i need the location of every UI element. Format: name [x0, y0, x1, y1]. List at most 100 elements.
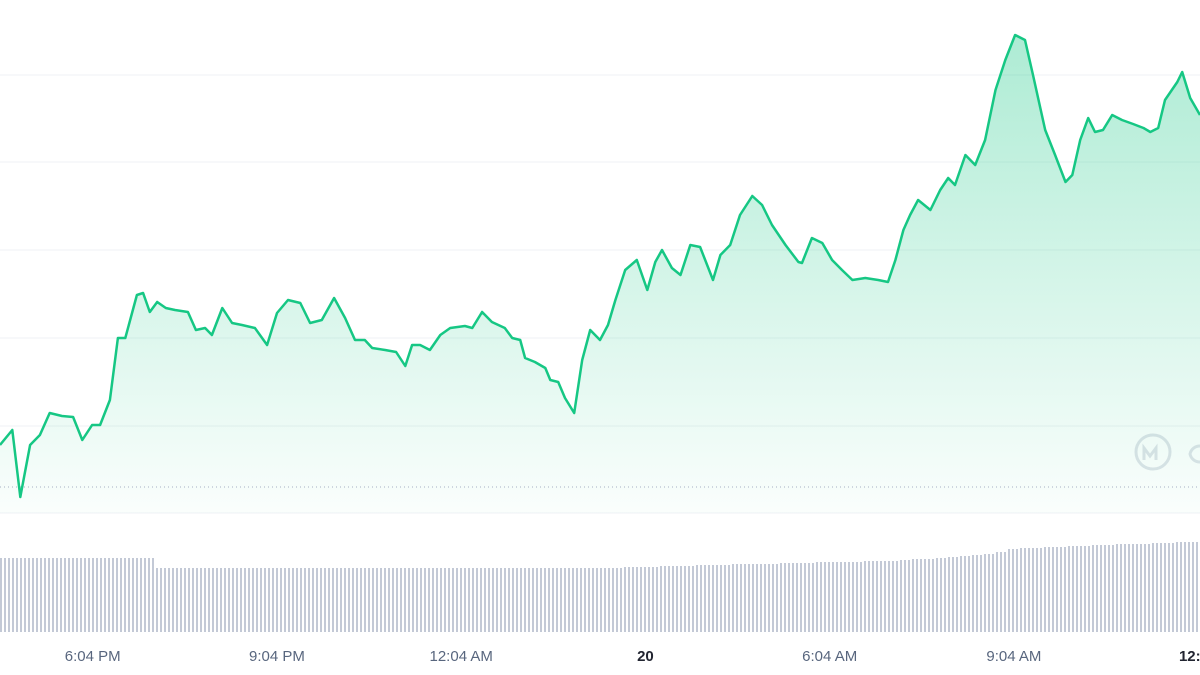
volume-bar [540, 568, 552, 632]
volume-bar [972, 555, 984, 632]
volume-bar [720, 565, 732, 632]
volume-bar [660, 566, 672, 632]
volume-bar [900, 560, 912, 632]
volume-bar [1044, 547, 1056, 632]
volume-bar [372, 568, 384, 632]
volume-bar [468, 568, 480, 632]
volume-bar [252, 568, 264, 632]
volume-bar [744, 564, 756, 632]
volume-bar [1128, 544, 1140, 632]
volume-bar [360, 568, 372, 632]
volume-bar [24, 558, 36, 632]
volume-bar [828, 562, 840, 632]
x-tick-label: 20 [637, 648, 654, 665]
volume-bar [144, 558, 156, 632]
volume-bar [192, 568, 204, 632]
volume-bar [72, 558, 84, 632]
volume-bar [0, 558, 12, 632]
volume-bar [312, 568, 324, 632]
volume-bar [888, 561, 900, 632]
volume-bar [156, 568, 168, 632]
volume-bar [756, 564, 768, 632]
volume-bar [516, 568, 528, 632]
volume-bar [48, 558, 60, 632]
volume-bar [432, 568, 444, 632]
volume-bar [60, 558, 72, 632]
x-tick-label: 12:04 AM [430, 648, 493, 665]
volume-bar [276, 568, 288, 632]
volume-bar [996, 552, 1008, 632]
volume-bar [792, 563, 804, 632]
volume-bar [708, 565, 720, 632]
volume-bar [696, 565, 708, 632]
volume-bar [300, 568, 312, 632]
volume-bar [264, 568, 276, 632]
volume-bar [384, 568, 396, 632]
volume-bar [456, 568, 468, 632]
volume-bar [924, 559, 936, 632]
volume-bar [768, 564, 780, 632]
volume-bar [1164, 543, 1176, 632]
volume-bar [840, 562, 852, 632]
volume-bar [1032, 548, 1044, 632]
volume-bar [12, 558, 24, 632]
area [0, 35, 1200, 513]
volume-bar [1092, 545, 1104, 632]
volume-bar [1188, 542, 1200, 632]
x-tick-label: 12:04 [1179, 648, 1200, 665]
volume-bar [576, 568, 588, 632]
volume-bar [444, 568, 456, 632]
volume-bar [120, 558, 132, 632]
x-tick-label: 9:04 PM [249, 648, 305, 665]
volume-bar [672, 566, 684, 632]
volume-bar [108, 558, 120, 632]
volume-bar [504, 568, 516, 632]
volume-bar [36, 558, 48, 632]
volume-bar [912, 559, 924, 632]
volume-bar [1116, 544, 1128, 632]
volume-bar [324, 568, 336, 632]
volume-bar [636, 567, 648, 632]
volume-bar [1104, 545, 1116, 632]
volume-bar [180, 568, 192, 632]
volume-bar [876, 561, 888, 632]
x-tick-label: 6:04 AM [802, 648, 857, 665]
volume-bar [408, 568, 420, 632]
volume-bar [684, 566, 696, 632]
volume-bar [228, 568, 240, 632]
volume-bar [624, 567, 636, 632]
volume-bar [240, 568, 252, 632]
volume-bar [948, 557, 960, 632]
x-tick-label: 9:04 AM [986, 648, 1041, 665]
volume-bar [1080, 546, 1092, 632]
volume-bar [732, 564, 744, 632]
volume-bar [216, 568, 228, 632]
volume-bar [420, 568, 432, 632]
volume-bar [600, 568, 612, 632]
volume-bar [1056, 547, 1068, 632]
volume-bar [612, 568, 624, 632]
volume-bar [552, 568, 564, 632]
volume-bar [96, 558, 108, 632]
volume-bar [960, 556, 972, 632]
price-line [0, 33, 1200, 499]
volume-bar [1008, 549, 1020, 632]
volume-bar [1140, 544, 1152, 632]
volume-bar [780, 563, 792, 632]
volume-bar [936, 558, 948, 632]
volume-bar [528, 568, 540, 632]
volume-bar [648, 567, 660, 632]
volume-bar [864, 561, 876, 632]
volume-bar [132, 558, 144, 632]
volume-bar [984, 554, 996, 632]
volume-bar [348, 568, 360, 632]
volume-bar [336, 568, 348, 632]
volume-bar [288, 568, 300, 632]
volume-bar [396, 568, 408, 632]
volume-bar [168, 568, 180, 632]
volume-bar [84, 558, 96, 632]
volume-bar [852, 562, 864, 632]
volume-bar [564, 568, 576, 632]
x-tick-label: 6:04 PM [65, 648, 121, 665]
